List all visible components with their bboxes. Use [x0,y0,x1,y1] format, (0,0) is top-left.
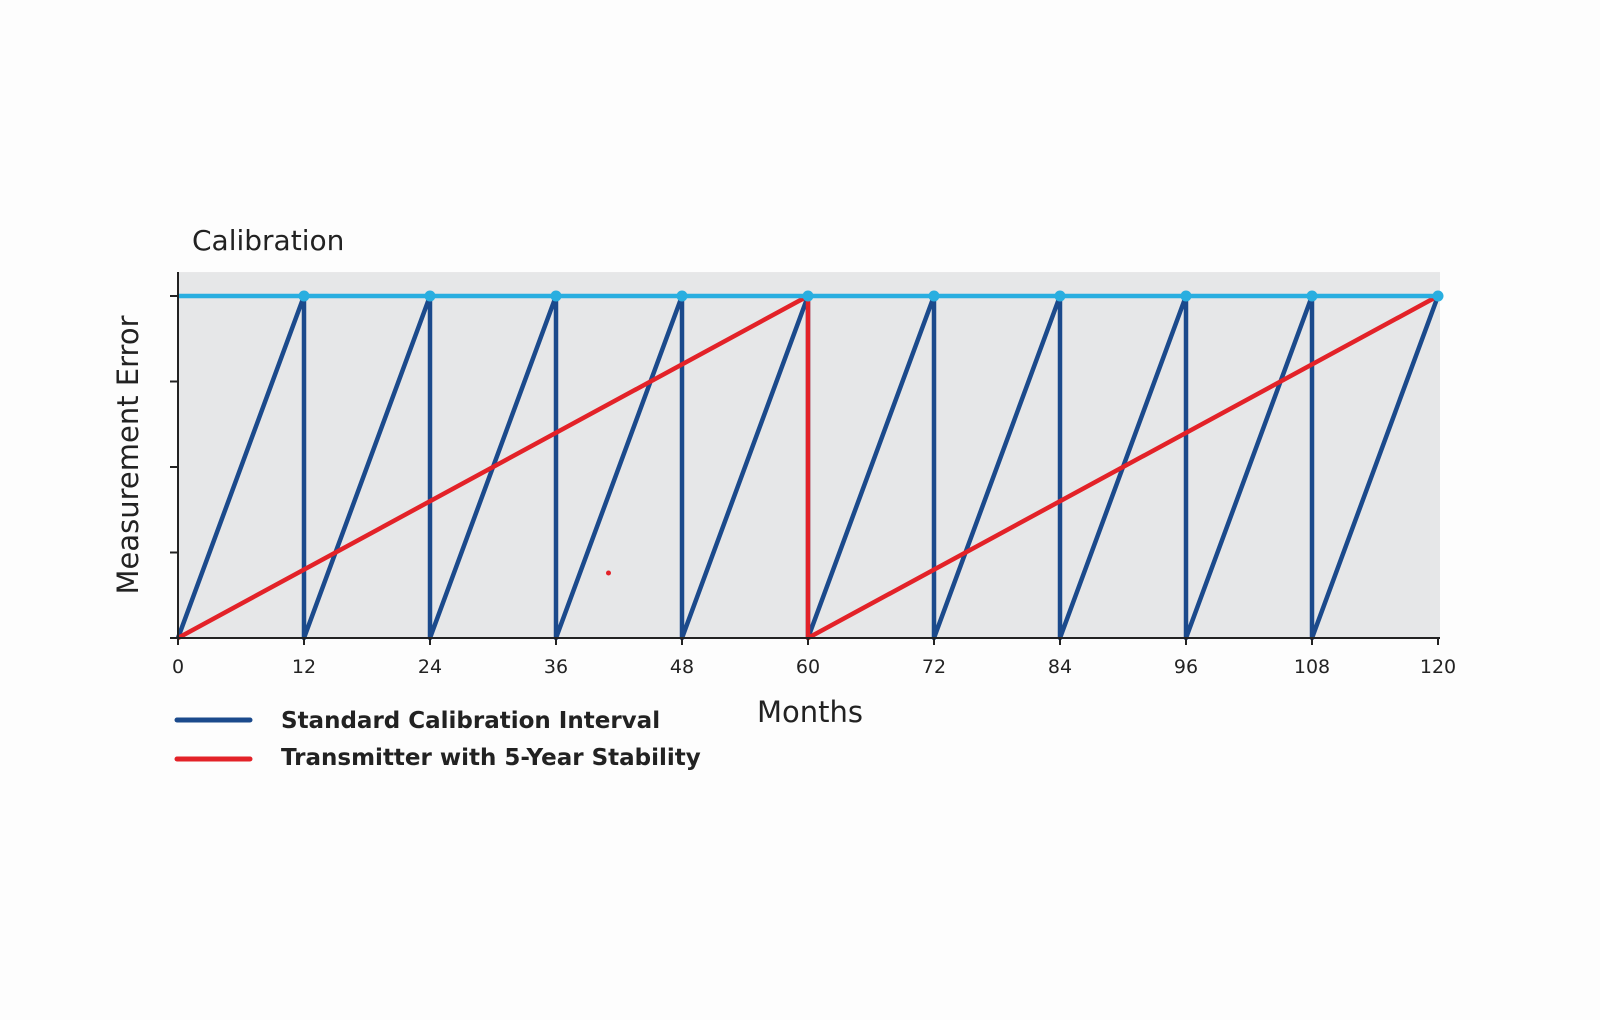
x-tick-label: 84 [1048,656,1072,678]
x-tick-label: 0 [172,656,184,678]
x-axis-title: Months [757,695,863,729]
x-tick-label: 108 [1294,656,1330,678]
series-line-transmitter-5yr [176,293,1440,641]
x-tick-label: 36 [544,656,568,678]
calibration-point [1306,290,1318,302]
chart-title: Calibration [192,224,344,257]
x-tick-label: 120 [1420,656,1456,678]
calibration-point [676,290,688,302]
legend-label-standard: Standard Calibration Interval [281,708,660,734]
calibration-point [550,290,562,302]
legend-label-transmitter: Transmitter with 5-Year Stability [281,745,701,771]
y-axis-title: Measurement Error [111,315,145,594]
calibration-point [1180,290,1192,302]
calibration-point [424,290,436,302]
stray-point [606,570,611,576]
calibration-point [298,290,310,302]
x-tick-label: 24 [418,656,442,678]
calibration-point [928,290,940,302]
calibration-point [1432,290,1444,302]
calibration-point [1054,290,1066,302]
x-tick-label: 96 [1174,656,1198,678]
x-tick-label: 48 [670,656,694,678]
x-tick-label: 72 [922,656,946,678]
x-tick-label: 60 [796,656,820,678]
calibration-point [802,290,814,302]
x-tick-label: 12 [292,656,316,678]
legend: Standard Calibration Interval Transmitte… [174,708,701,771]
